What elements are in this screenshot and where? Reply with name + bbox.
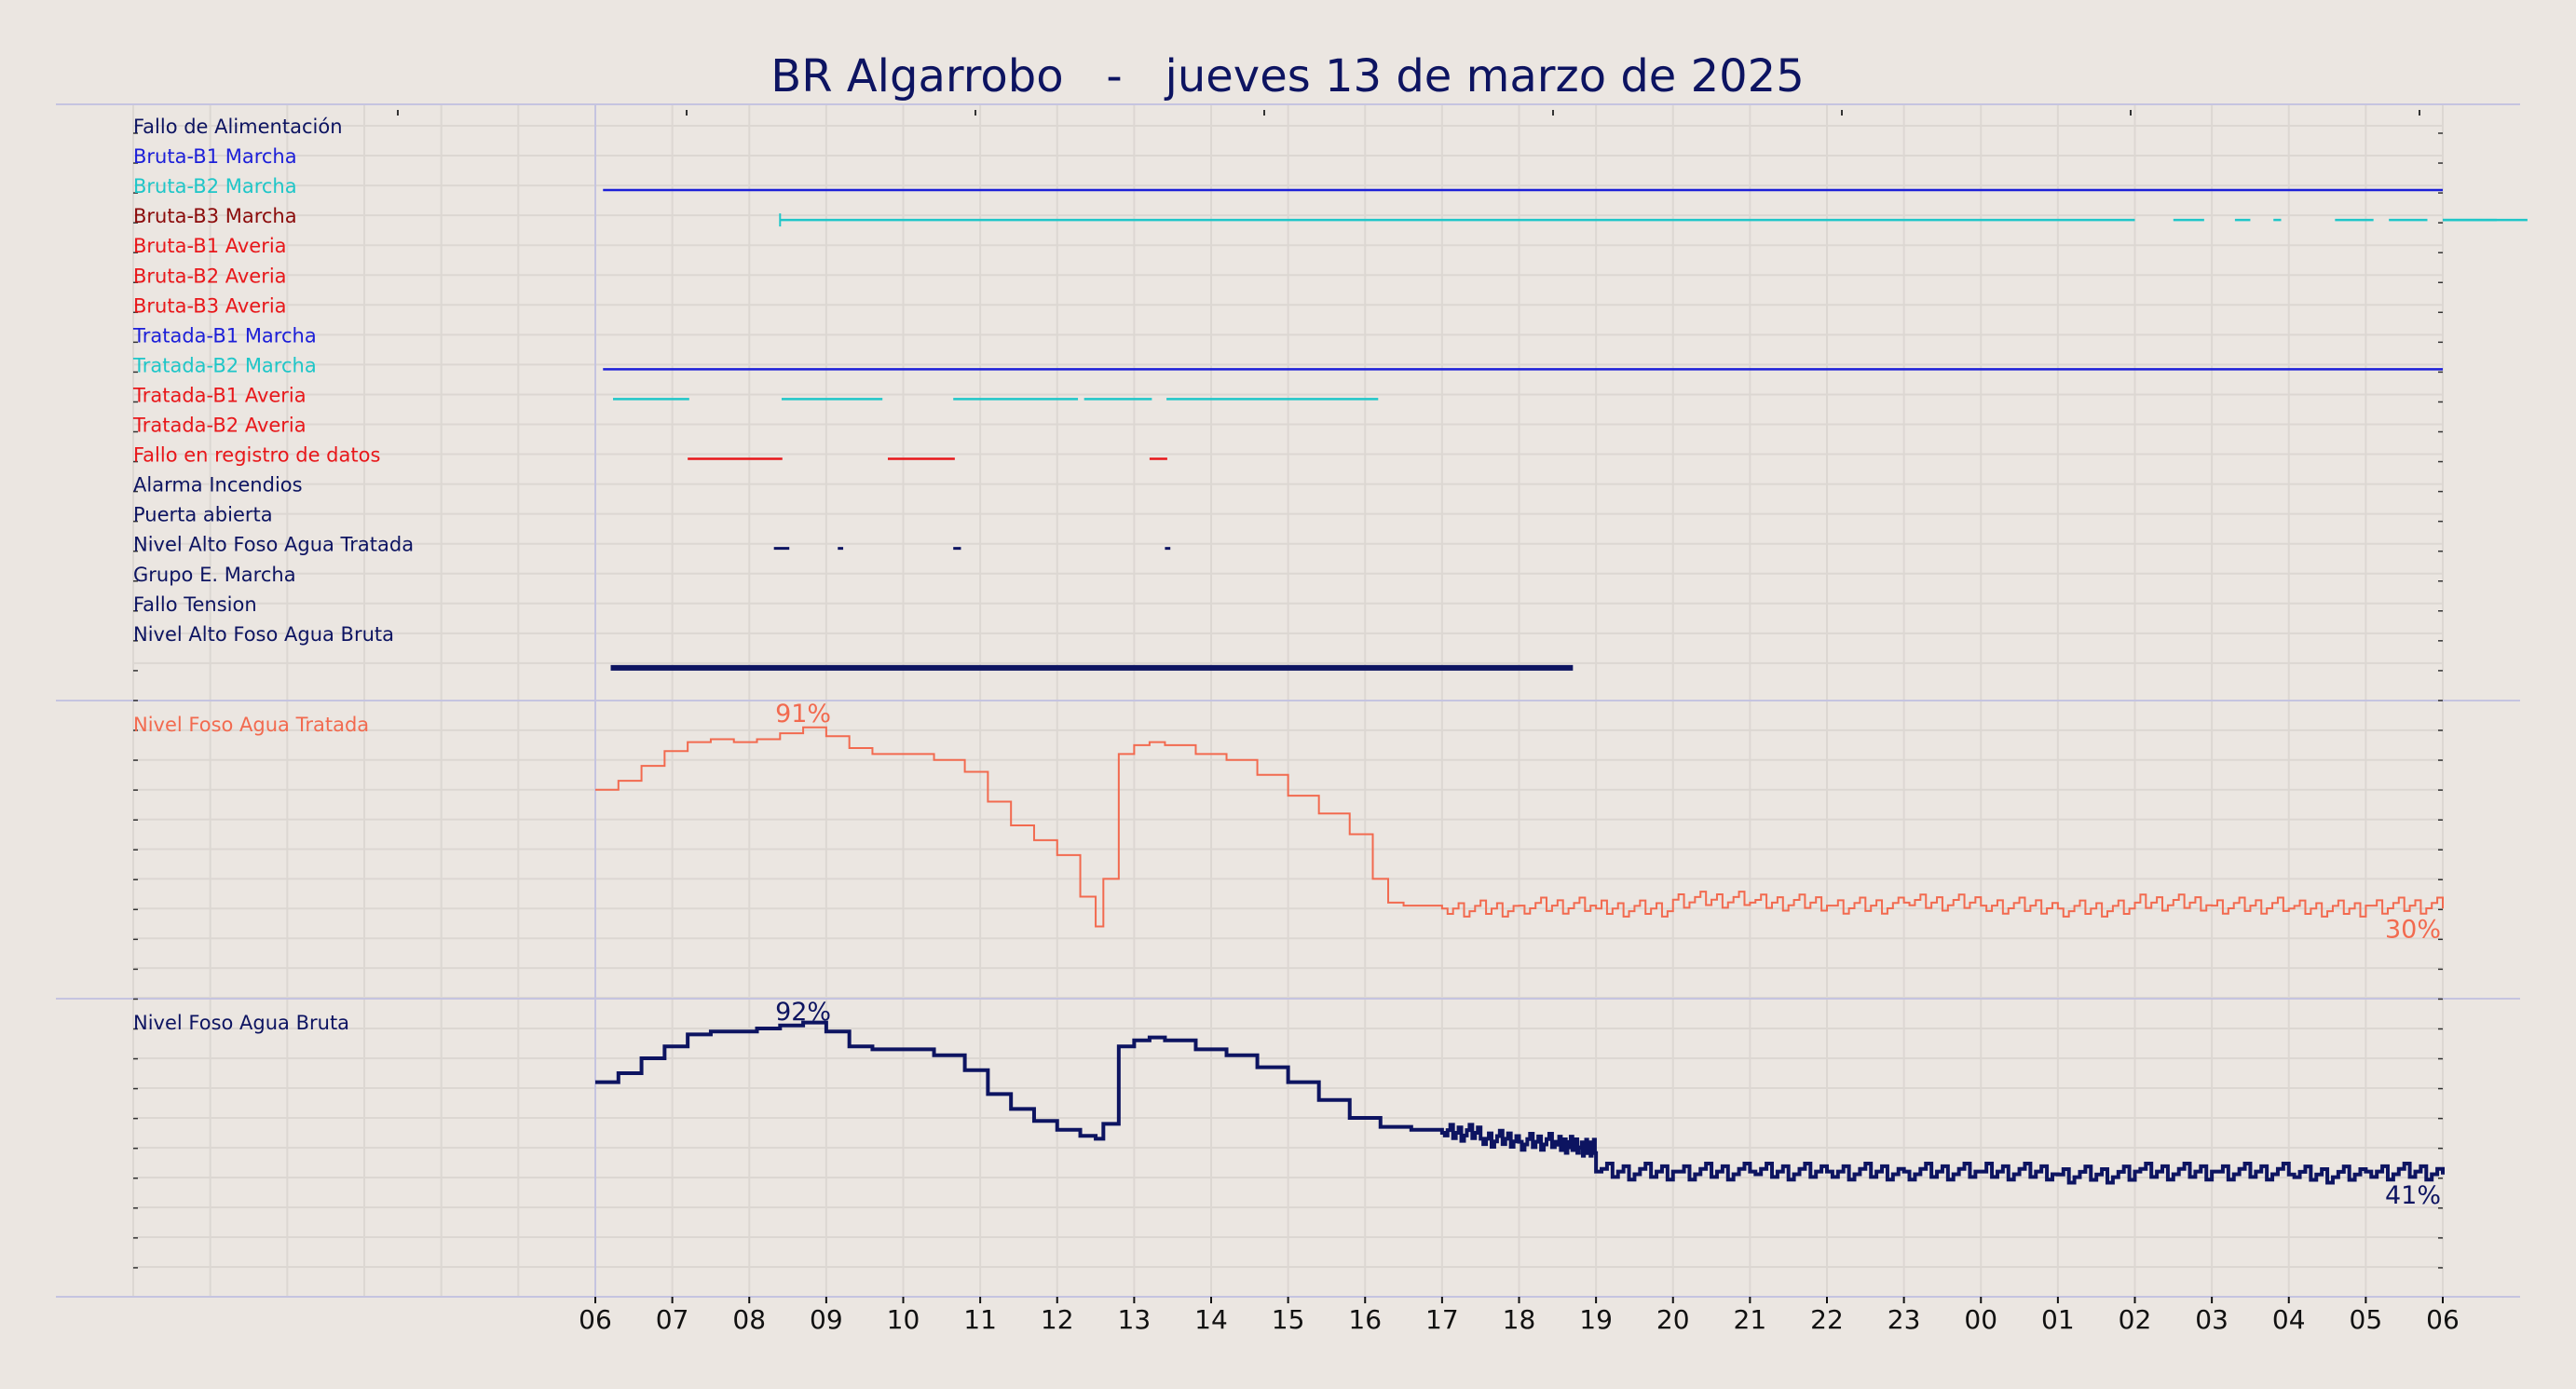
signal-label: Bruta-B3 Averia — [133, 294, 287, 317]
signal-label: Bruta-B3 Marcha — [133, 205, 297, 227]
signal-label: Fallo en registro de datos — [133, 444, 380, 467]
x-tick-label: 11 — [963, 1304, 997, 1335]
x-tick-label: 16 — [1348, 1304, 1382, 1335]
x-tick-label: 23 — [1888, 1304, 1921, 1335]
x-tick-label: 21 — [1734, 1304, 1767, 1335]
signal-label: Nivel Alto Foso Agua Tratada — [133, 534, 414, 556]
x-tick-label: 07 — [656, 1304, 689, 1335]
x-tick-label: 13 — [1118, 1304, 1152, 1335]
x-tick-label: 04 — [2272, 1304, 2306, 1335]
x-tick-label: 05 — [2350, 1304, 2383, 1335]
analog-panel-bruta: Nivel Foso Agua Bruta 92% 41% — [133, 998, 2445, 1210]
signal-label: Bruta-B2 Averia — [133, 265, 287, 287]
x-tick-label: 02 — [2119, 1304, 2152, 1335]
analog-panel-tratada: Nivel Foso Agua Tratada 91% 30% — [133, 700, 2444, 944]
signal-label: Nivel Alto Foso Agua Bruta — [133, 623, 394, 646]
x-tick-label: 00 — [1964, 1304, 1997, 1335]
x-tick-label: 15 — [1272, 1304, 1305, 1335]
x-tick-label: 18 — [1503, 1304, 1536, 1335]
signal-label: Tratada-B2 Marcha — [132, 354, 317, 376]
signal-label: Puerta abierta — [133, 504, 273, 526]
signal-label: Tratada-B1 Marcha — [132, 324, 317, 347]
series-label: Nivel Foso Agua Bruta — [133, 1012, 349, 1034]
last-value-label: 30% — [2385, 915, 2441, 944]
signal-label: Bruta-B1 Marcha — [133, 145, 297, 168]
last-value-label: 41% — [2385, 1181, 2441, 1210]
series-line — [595, 1020, 2445, 1185]
x-tick-label: 08 — [732, 1304, 766, 1335]
x-tick-label: 09 — [810, 1304, 843, 1335]
max-value-label: 92% — [775, 998, 831, 1027]
signal-label: Bruta-B2 Marcha — [133, 175, 297, 197]
signal-label: Tratada-B1 Averia — [132, 384, 307, 406]
signal-label: Tratada-B2 Averia — [132, 415, 307, 437]
x-tick-label: 12 — [1041, 1304, 1074, 1335]
x-tick-label: 10 — [887, 1304, 920, 1335]
x-axis: 06 07 08 09 10 11 12 13 14 15 16 17 18 19 20 21 22 23 00 01… — [579, 1297, 2460, 1335]
series-line — [595, 726, 2444, 928]
signal-label: Fallo de Alimentación — [133, 116, 343, 138]
digital-panel: Fallo de Alimentación Bruta-B1 Marcha Brut… — [132, 116, 2528, 671]
x-tick-label: 17 — [1425, 1304, 1459, 1335]
x-tick-label: 03 — [2195, 1304, 2228, 1335]
x-tick-label: 22 — [1810, 1304, 1844, 1335]
series-label: Nivel Foso Agua Tratada — [133, 714, 369, 736]
signal-label: Alarma Incendios — [133, 474, 303, 497]
signal-label: Fallo Tension — [133, 593, 257, 616]
x-tick-label: 14 — [1194, 1304, 1228, 1335]
signal-label: Bruta-B1 Averia — [133, 235, 287, 257]
x-tick-label: 20 — [1656, 1304, 1690, 1335]
panel-frames — [56, 103, 2520, 1298]
max-value-label: 91% — [775, 700, 831, 729]
x-tick-label: 01 — [2041, 1304, 2075, 1335]
x-tick-label: 06 — [2426, 1304, 2460, 1335]
x-tick-label: 06 — [579, 1304, 612, 1335]
chart-title: BR Algarrobo - jueves 13 de marzo de 202… — [770, 50, 1804, 102]
signal-label: Grupo E. Marcha — [133, 564, 296, 586]
x-tick-label: 19 — [1579, 1304, 1613, 1335]
